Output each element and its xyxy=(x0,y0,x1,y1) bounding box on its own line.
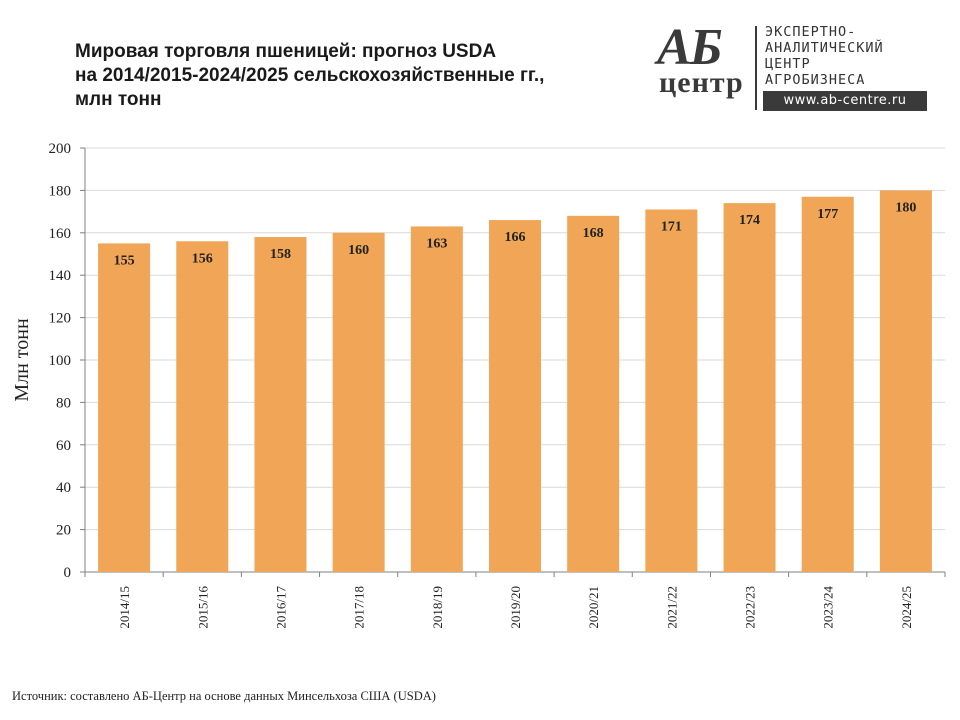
data-label-2: 158 xyxy=(270,247,291,262)
y-tick-label-10: 200 xyxy=(49,141,72,157)
logo-line-4: АГРОБИЗНЕСА xyxy=(765,72,866,88)
bar-2022-23 xyxy=(723,203,776,572)
bar-2020-21 xyxy=(567,215,620,572)
y-tick-label-1: 20 xyxy=(56,523,71,539)
logo-line-3: ЦЕНТР xyxy=(765,56,811,72)
x-tick-label-3: 2017/18 xyxy=(352,586,367,629)
data-label-7: 171 xyxy=(661,219,682,234)
logo-line-2: АНАЛИТИЧЕСКИЙ xyxy=(765,40,884,56)
logo-mark-ab: АБ xyxy=(657,19,723,76)
x-tick-label-1: 2015/16 xyxy=(195,586,210,629)
title-line-1: Мировая торговля пшеницей: прогноз USDA xyxy=(75,41,497,62)
x-tick-label-9: 2023/24 xyxy=(821,586,836,629)
x-tick-label-5: 2019/20 xyxy=(508,586,523,629)
bar-2017-18 xyxy=(332,232,385,573)
y-axis-label: Млн тонн xyxy=(11,318,33,402)
x-tick-label-2: 2016/17 xyxy=(273,586,288,629)
data-label-9: 177 xyxy=(817,207,838,222)
y-tick-label-8: 160 xyxy=(49,226,72,242)
logo-description: ЭКСПЕРТНО- АНАЛИТИЧЕСКИЙ ЦЕНТР АГРОБИЗНЕ… xyxy=(765,24,884,88)
ab-centre-logo: АБ центр ЭКСПЕРТНО- АНАЛИТИЧЕСКИЙ ЦЕНТР … xyxy=(655,19,927,114)
data-label-1: 156 xyxy=(192,251,213,266)
data-label-4: 163 xyxy=(426,236,447,251)
title-line-3: млн тонн xyxy=(75,89,162,110)
data-label-0: 155 xyxy=(114,253,135,268)
logo-mark: АБ центр xyxy=(657,19,749,100)
data-label-10: 180 xyxy=(895,200,916,215)
data-label-6: 168 xyxy=(583,226,604,241)
bar-2014-15 xyxy=(98,243,151,572)
x-tick-label-7: 2021/22 xyxy=(664,586,679,629)
bar-2016-17 xyxy=(254,237,307,573)
y-tick-label-0: 0 xyxy=(64,565,72,581)
y-tick-label-9: 180 xyxy=(49,183,72,199)
title-line-2: на 2014/2015-2024/2025 сельскохозяйствен… xyxy=(75,65,545,86)
bar-2015-16 xyxy=(176,241,229,572)
bar-2021-22 xyxy=(645,209,698,573)
logo-url: www.ab-centre.ru xyxy=(763,91,927,111)
x-tick-label-4: 2018/19 xyxy=(430,586,445,629)
logo-line-1: ЭКСПЕРТНО- xyxy=(765,24,857,40)
x-tick-label-10: 2024/25 xyxy=(899,586,914,629)
y-tick-label-3: 60 xyxy=(56,438,71,454)
x-tick-label-0: 2014/15 xyxy=(117,586,132,629)
data-label-8: 174 xyxy=(739,213,760,228)
y-tick-label-5: 100 xyxy=(49,353,72,369)
bar-2023-24 xyxy=(801,196,854,572)
x-tick-label-8: 2022/23 xyxy=(743,586,758,629)
chart-title: Мировая торговля пшеницей: прогноз USDA … xyxy=(75,40,544,112)
bar-2018-19 xyxy=(410,226,463,572)
y-tick-label-7: 140 xyxy=(49,268,72,284)
data-label-5: 166 xyxy=(505,230,526,245)
y-tick-label-6: 120 xyxy=(49,311,72,327)
bar-2024-25 xyxy=(879,190,932,572)
source-note: Источник: составлено АБ-Центр на основе … xyxy=(12,689,436,703)
y-tick-label-4: 80 xyxy=(56,395,71,411)
logo-divider xyxy=(755,26,757,110)
y-tick-label-2: 40 xyxy=(56,480,71,496)
bar-2019-20 xyxy=(489,220,541,572)
x-tick-label-6: 2020/21 xyxy=(586,586,601,629)
logo-mark-centr: центр xyxy=(659,66,744,99)
data-label-3: 160 xyxy=(348,243,369,258)
